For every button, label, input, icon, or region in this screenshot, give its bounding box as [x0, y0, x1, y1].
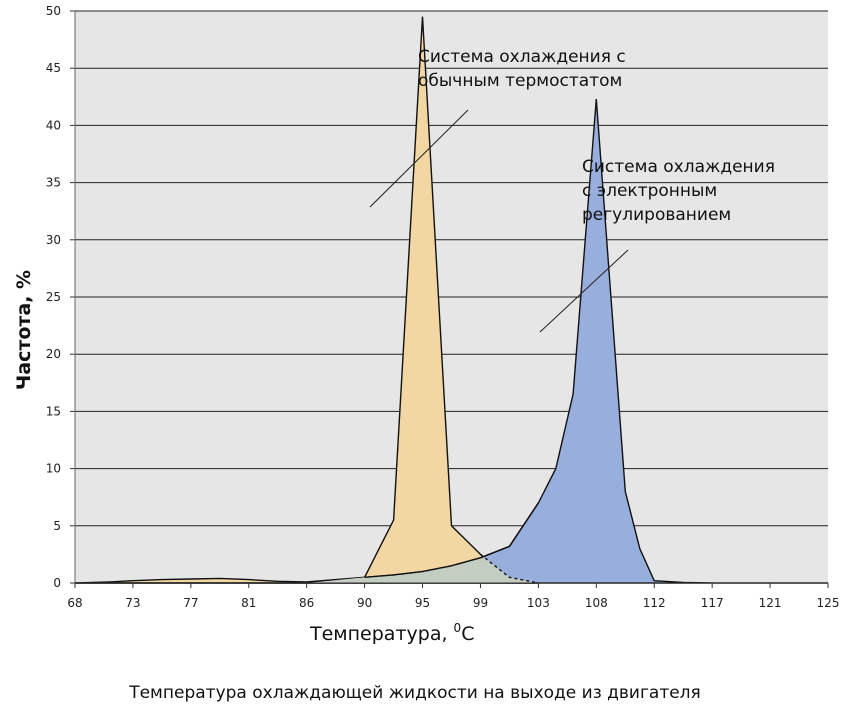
- y-tick-label-6: 30: [46, 233, 61, 247]
- x-tick-label-1: 73: [125, 596, 140, 610]
- annotation-text-1: Система охлаждения с электронным регулиров…: [582, 157, 775, 225]
- x-tick-label-5: 90: [357, 596, 372, 610]
- overlap-area: [75, 556, 539, 583]
- x-tick-label-13: 125: [817, 596, 840, 610]
- x-axis-title-unit: С: [461, 623, 474, 645]
- annotation-line-0-1: обычным термостатом: [418, 71, 622, 91]
- annotation-line-1-2: регулированием: [582, 205, 731, 225]
- x-tick-label-6: 95: [415, 596, 430, 610]
- x-tick-label-3: 81: [241, 596, 256, 610]
- x-axis-title-superscript: 0: [454, 621, 462, 635]
- annotation-line-0-0: Система охлаждения с: [418, 47, 626, 67]
- y-tick-label-3: 15: [46, 404, 61, 418]
- y-tick-label-1: 5: [53, 519, 61, 533]
- y-tick-label-4: 20: [46, 347, 61, 361]
- x-tick-label-9: 108: [585, 596, 608, 610]
- x-axis-title: Температура, 0С: [309, 621, 474, 645]
- x-tick-label-8: 103: [527, 596, 550, 610]
- annotation-line-1-0: Система охлаждения: [582, 157, 775, 177]
- y-tick-label-2: 10: [46, 462, 61, 476]
- y-axis-title: Частота, %: [13, 270, 35, 390]
- y-tick-label-5: 25: [46, 290, 61, 304]
- chart-caption: Температура охлаждающей жидкости на выхо…: [128, 683, 701, 703]
- annotation-text-0: Система охлаждения с обычным термостатом: [418, 47, 626, 91]
- electronic-rise-outline: [364, 502, 539, 578]
- y-tick-label-8: 40: [46, 118, 61, 132]
- annotation-leader-0: [369, 109, 469, 208]
- conventional-tail-dashed: [480, 553, 539, 584]
- x-tick-label-12: 121: [759, 596, 782, 610]
- annotation-line-1-1: с электронным: [582, 181, 717, 201]
- x-tick-label-11: 117: [701, 596, 724, 610]
- y-tick-label-7: 35: [46, 176, 61, 190]
- annotation-leader-1: [539, 249, 629, 333]
- x-tick-label-0: 68: [67, 596, 82, 610]
- y-tick-label-9: 45: [46, 61, 61, 75]
- y-tick-label-0: 0: [53, 576, 61, 590]
- x-axis-title-main: Температура,: [309, 623, 454, 645]
- x-tick-label-4: 86: [299, 596, 314, 610]
- y-tick-label-10: 50: [46, 4, 61, 18]
- annotations: Система охлаждения с обычным термостатомС…: [369, 47, 775, 333]
- x-tick-label-2: 77: [183, 596, 198, 610]
- axes: 0 5 10 15 20 25 30 35 40 45 50 68 73 77 81 86 90 95 99 103 1…: [46, 4, 840, 610]
- x-tick-label-7: 99: [473, 596, 488, 610]
- x-tick-label-10: 112: [643, 596, 666, 610]
